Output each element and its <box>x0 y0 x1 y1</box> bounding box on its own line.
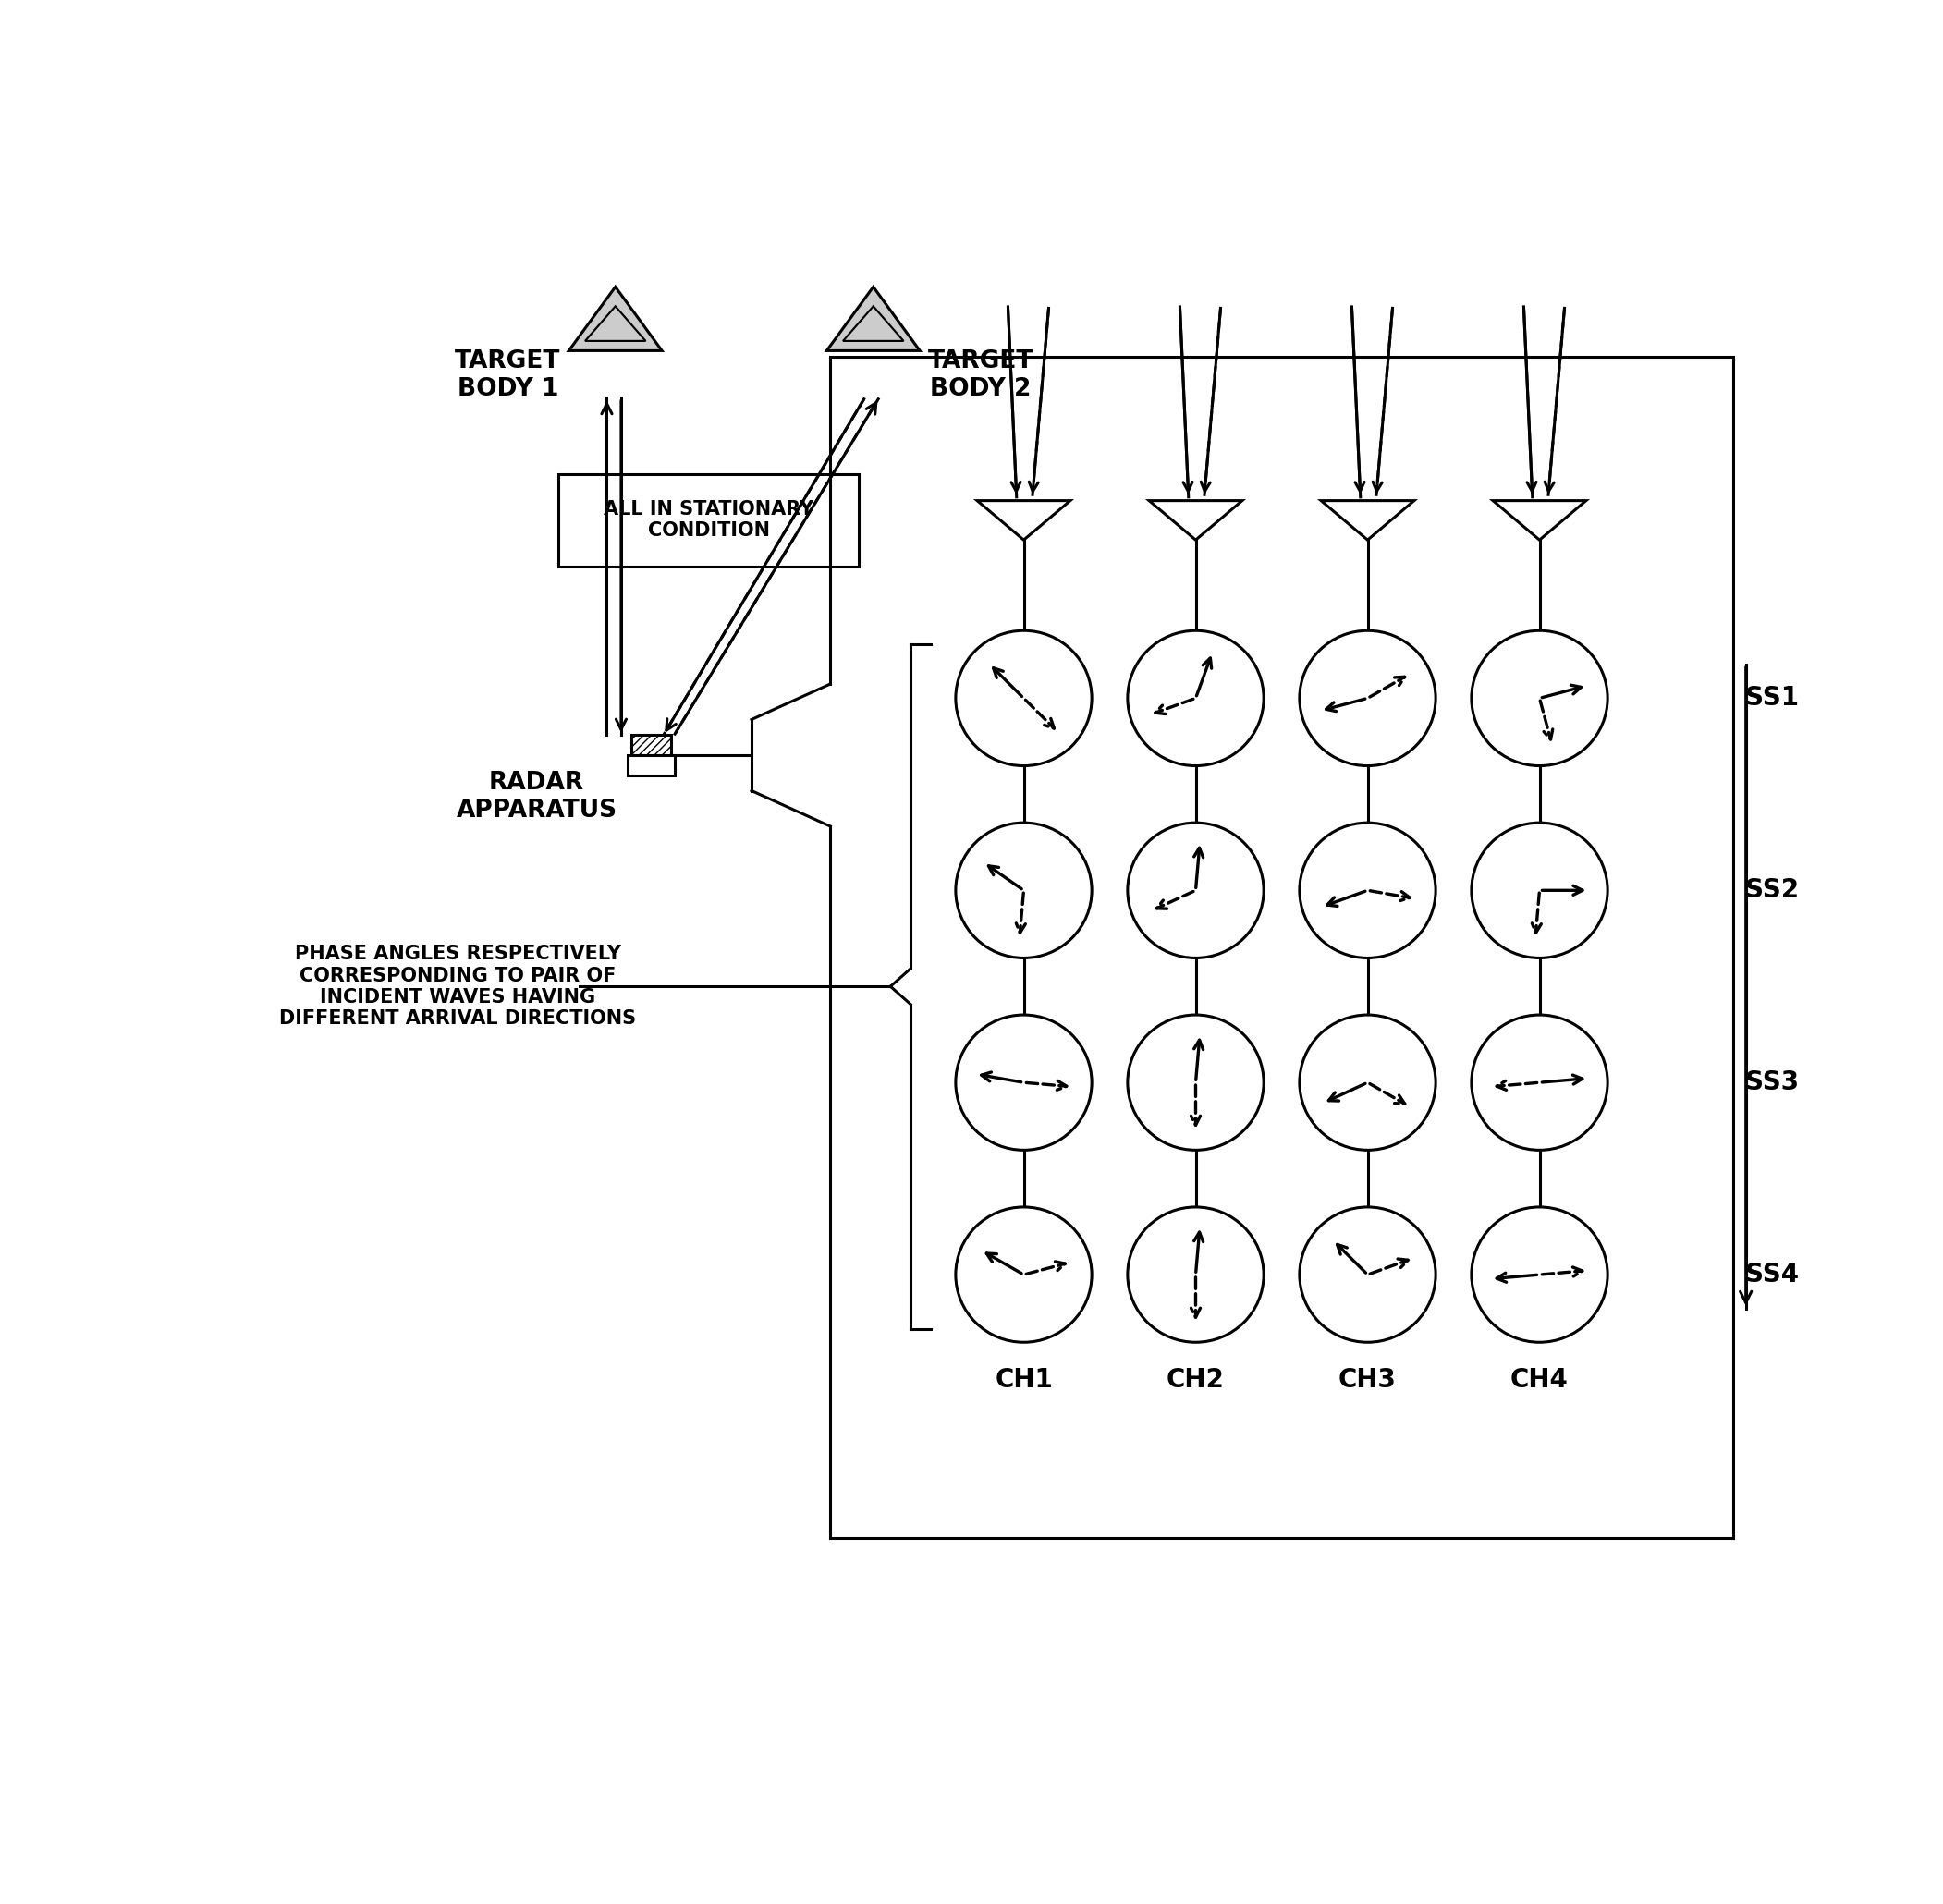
Text: SS1: SS1 <box>1745 685 1799 710</box>
Text: RADAR
APPARATUS: RADAR APPARATUS <box>457 771 618 823</box>
Circle shape <box>1471 1207 1607 1342</box>
Text: CH1: CH1 <box>995 1367 1053 1394</box>
Circle shape <box>1300 823 1436 958</box>
Text: ALL IN STATIONARY
CONDITION: ALL IN STATIONARY CONDITION <box>604 501 814 541</box>
Polygon shape <box>977 501 1071 541</box>
Bar <box>558 474 859 567</box>
Circle shape <box>956 1207 1092 1342</box>
Circle shape <box>1471 823 1607 958</box>
Polygon shape <box>1492 501 1585 541</box>
Polygon shape <box>826 288 919 350</box>
Text: SS3: SS3 <box>1745 1070 1799 1095</box>
Circle shape <box>956 823 1092 958</box>
Circle shape <box>1471 630 1607 765</box>
Polygon shape <box>569 288 663 350</box>
Polygon shape <box>1148 501 1242 541</box>
Circle shape <box>1127 1015 1263 1150</box>
Circle shape <box>956 1015 1092 1150</box>
Bar <box>631 735 670 756</box>
Text: PHASE ANGLES RESPECTIVELY
CORRESPONDING TO PAIR OF
INCIDENT WAVES HAVING
DIFFERE: PHASE ANGLES RESPECTIVELY CORRESPONDING … <box>280 944 635 1028</box>
Circle shape <box>1127 823 1263 958</box>
Circle shape <box>1300 1207 1436 1342</box>
Bar <box>628 756 674 775</box>
Circle shape <box>1127 630 1263 765</box>
Text: CH4: CH4 <box>1510 1367 1568 1394</box>
Circle shape <box>1300 630 1436 765</box>
Text: SS4: SS4 <box>1745 1262 1799 1287</box>
Text: SS2: SS2 <box>1745 878 1799 902</box>
Text: CH2: CH2 <box>1166 1367 1224 1394</box>
Polygon shape <box>1321 501 1415 541</box>
Circle shape <box>1127 1207 1263 1342</box>
Text: TARGET
BODY 1: TARGET BODY 1 <box>455 350 562 402</box>
Circle shape <box>956 630 1092 765</box>
Circle shape <box>1471 1015 1607 1150</box>
Circle shape <box>1300 1015 1436 1150</box>
Text: CH3: CH3 <box>1339 1367 1397 1394</box>
Text: TARGET
BODY 2: TARGET BODY 2 <box>929 350 1034 402</box>
